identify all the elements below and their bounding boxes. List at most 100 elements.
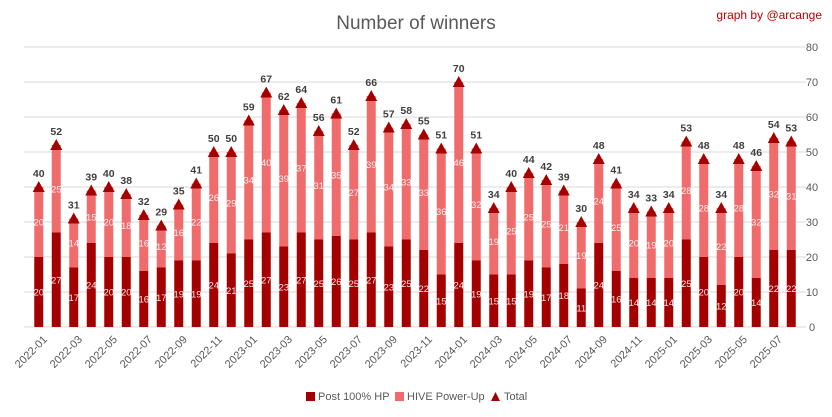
bar-post-100-hp [629, 278, 639, 327]
x-tick-label: 2023-05 [293, 334, 330, 371]
marker-total [242, 114, 255, 126]
label-total: 50 [225, 133, 237, 145]
label-total: 41 [190, 165, 202, 177]
bar-post-100-hp [664, 278, 674, 327]
marker-total [400, 118, 413, 129]
label-hive-power-up: 14 [68, 239, 79, 250]
marker-total [50, 139, 63, 150]
bar-hive-power-up [524, 173, 534, 261]
label-post-100-hp: 25 [243, 279, 254, 290]
label-hive-power-up: 26 [208, 193, 219, 204]
label-total: 34 [663, 189, 675, 201]
label-total: 39 [558, 172, 570, 184]
label-post-100-hp: 19 [173, 289, 184, 300]
marker-total [277, 104, 290, 115]
marker-total [365, 90, 378, 101]
bar-hive-power-up [121, 194, 131, 257]
x-tick-label: 2025-01 [643, 334, 680, 371]
y-tick-label: 20 [806, 252, 818, 264]
marker-total [102, 181, 115, 192]
label-hive-power-up: 34 [243, 176, 254, 187]
bar-post-100-hp [734, 257, 744, 327]
bar-post-100-hp [594, 243, 604, 327]
marker-total [697, 153, 710, 164]
marker-total [750, 160, 763, 171]
label-post-100-hp: 14 [628, 298, 639, 309]
label-post-100-hp: 24 [593, 281, 604, 292]
bar-post-100-hp [489, 274, 499, 327]
label-post-100-hp: 14 [663, 298, 674, 309]
y-axis-ticks: 0 10 20 30 40 50 60 70 80 [806, 42, 818, 334]
marker-total [67, 212, 80, 224]
label-post-100-hp: 22 [418, 284, 429, 295]
label-post-100-hp: 15 [488, 296, 499, 307]
label-total: 50 [208, 133, 220, 145]
bar-hive-power-up [296, 103, 306, 233]
y-tick-label: 80 [806, 42, 818, 54]
label-hive-power-up: 29 [226, 198, 237, 209]
bar-post-100-hp [769, 250, 779, 327]
bar-post-100-hp [716, 285, 726, 327]
label-total: 30 [575, 203, 587, 215]
label-post-100-hp: 26 [331, 277, 342, 288]
x-tick-label: 2022-07 [118, 334, 155, 371]
bar-post-100-hp [296, 232, 306, 327]
label-hive-power-up: 28 [698, 204, 709, 215]
label-total: 40 [33, 168, 45, 180]
marker-total [190, 177, 203, 189]
bar-hive-power-up [139, 215, 149, 271]
label-total: 41 [610, 165, 622, 177]
label-total: 57 [383, 109, 395, 121]
bar-post-100-hp [156, 267, 166, 327]
legend-label-post: Post 100% HP [318, 391, 390, 403]
label-hive-power-up: 37 [296, 163, 307, 174]
marker-total [312, 125, 325, 136]
label-total: 67 [260, 74, 272, 86]
label-post-100-hp: 14 [751, 298, 762, 309]
bar-hive-power-up [454, 82, 464, 243]
bar-hive-power-up [786, 141, 796, 250]
marker-total [592, 153, 605, 164]
bar-hive-power-up [594, 159, 604, 243]
label-hive-power-up: 32 [768, 190, 779, 201]
marker-total [540, 174, 553, 185]
label-total: 48 [593, 140, 605, 152]
bar-hive-power-up [174, 204, 184, 261]
label-post-100-hp: 21 [226, 286, 237, 297]
legend: Post 100% HP HIVE Power-Up Total [306, 391, 527, 403]
label-total: 70 [453, 63, 465, 75]
x-tick-label: 2024-09 [573, 334, 610, 371]
marker-total [557, 184, 570, 196]
y-tick-label: 40 [806, 182, 818, 194]
label-total: 56 [313, 112, 325, 124]
label-post-100-hp: 25 [313, 279, 324, 290]
bar-hive-power-up [751, 166, 761, 278]
bar-hive-power-up [104, 187, 114, 257]
label-total: 34 [715, 189, 727, 201]
bar-post-100-hp [261, 232, 271, 327]
bar-hive-power-up [226, 152, 236, 254]
label-total: 66 [365, 77, 377, 89]
label-post-100-hp: 27 [51, 275, 62, 286]
legend-label-powerup: HIVE Power-Up [407, 391, 485, 403]
bar-post-100-hp [209, 243, 219, 327]
marker-total [120, 188, 133, 199]
bar-hive-power-up [314, 131, 324, 240]
marker-total [155, 219, 168, 231]
label-total: 44 [523, 154, 535, 166]
bar-hive-power-up [419, 134, 429, 250]
label-post-100-hp: 24 [86, 281, 97, 292]
label-total: 52 [348, 126, 360, 138]
marker-total [417, 128, 430, 140]
label-total: 61 [330, 95, 342, 107]
label-post-100-hp: 16 [138, 295, 149, 306]
x-tick-label: 2024-11 [609, 334, 645, 370]
bar-hive-power-up [244, 120, 254, 240]
label-total: 48 [698, 140, 710, 152]
bar-post-100-hp [331, 236, 341, 327]
marker-total [662, 202, 675, 213]
label-post-100-hp: 20 [103, 288, 114, 299]
bar-hive-power-up [611, 183, 621, 271]
bar-hive-power-up [506, 187, 516, 275]
label-hive-power-up: 31 [786, 191, 797, 202]
